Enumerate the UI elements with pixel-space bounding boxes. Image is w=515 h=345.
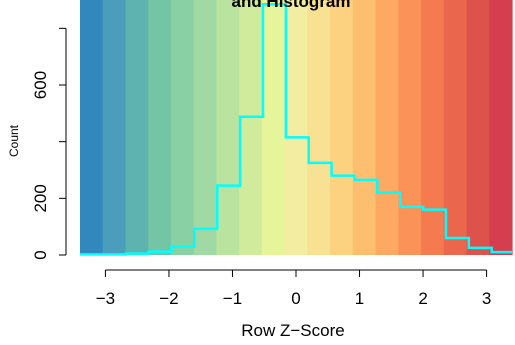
x-tick-label: 2 [418,289,427,308]
x-tick-label: −1 [223,289,242,308]
color-key-bands [80,0,513,255]
y-axis: 0 200 600 [31,27,67,260]
color-key-band [489,0,513,255]
color-key-band [398,0,422,255]
x-tick-label: 3 [482,289,491,308]
y-axis-label: Count [7,124,21,157]
x-axis-label: Row Z−Score [241,321,344,340]
color-key-band [307,0,331,255]
y-tick-label: 600 [31,71,50,99]
color-key-band [102,0,127,255]
color-key-band [170,0,195,255]
x-tick-label: −2 [159,289,178,308]
y-tick-label: 0 [31,250,50,259]
color-key-band [330,0,354,255]
color-key-band [261,0,286,255]
color-key-band [443,0,468,255]
x-tick-label: 0 [291,289,300,308]
color-key-band [193,0,218,255]
y-tick-label: 200 [31,184,50,212]
x-axis: −3 −2 −1 0 1 2 3 [96,269,491,308]
histogram-line [80,3,512,256]
color-key-band [352,0,377,255]
color-key-band [216,0,240,255]
x-tick-label: −3 [96,289,115,308]
color-key-band [284,0,308,255]
x-tick-label: 1 [355,289,364,308]
color-key-band [239,0,263,255]
chart-title: and Histogram [231,0,350,11]
color-key-band [80,0,104,255]
color-key-band [466,0,490,255]
color-key-band [148,0,172,255]
color-key-band [375,0,399,255]
color-key-band [421,0,445,255]
color-key-band [125,0,149,255]
